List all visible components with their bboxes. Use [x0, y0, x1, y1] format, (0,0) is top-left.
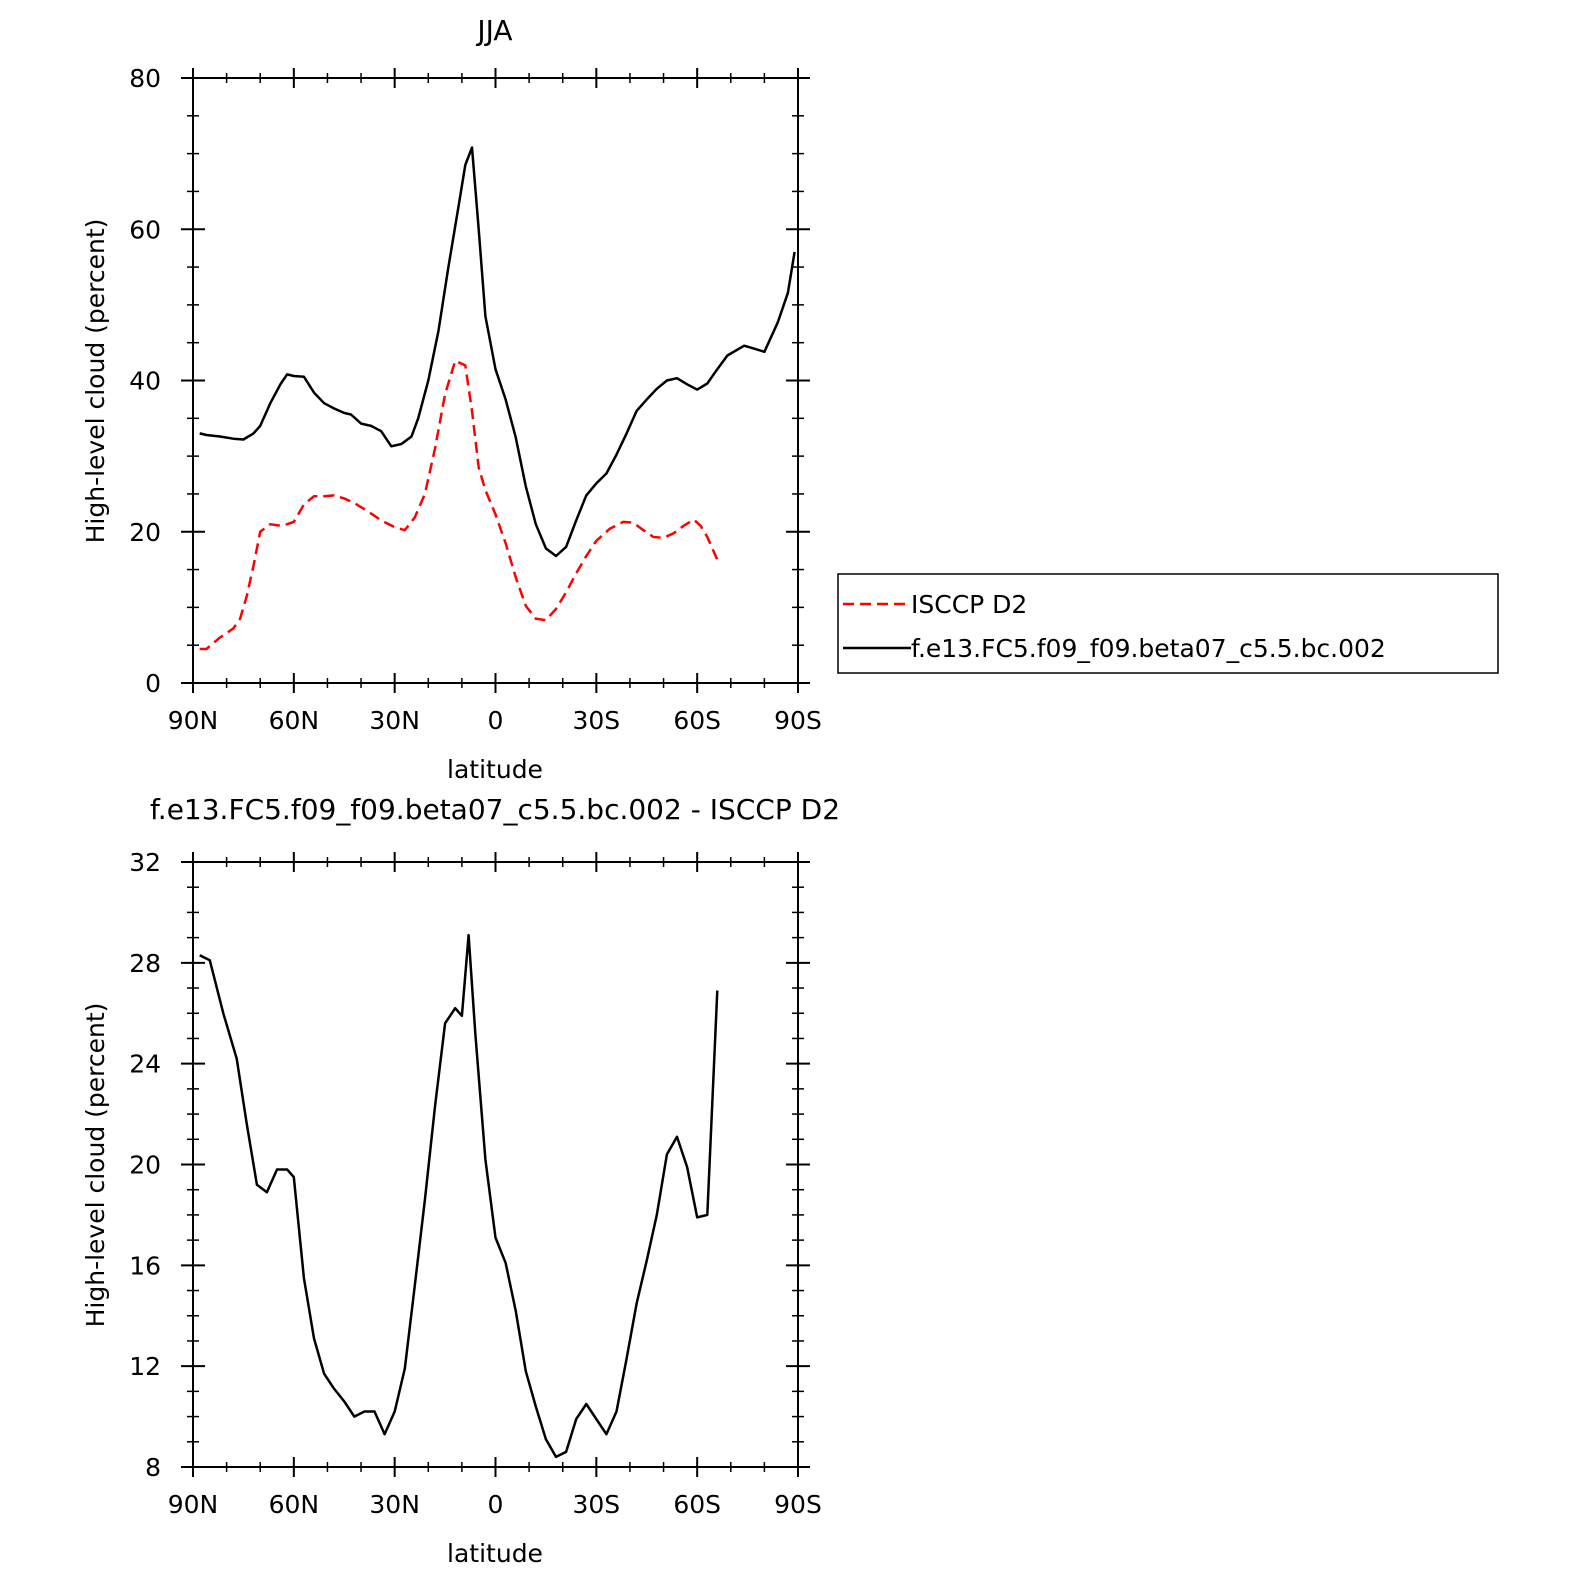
bottom-y-tick-label: 16 [129, 1251, 161, 1280]
legend-model-label: f.e13.FC5.f09_f09.beta07_c5.5.bc.002 [911, 634, 1386, 663]
bottom-x-tick-label: 90S [774, 1490, 822, 1519]
top-series-line-obs [199, 359, 719, 651]
bottom-x-tick-label: 60S [673, 1490, 721, 1519]
legend: ISCCP D2 f.e13.FC5.f09_f09.beta07_c5.5.b… [837, 573, 1499, 674]
bottom-y-tick-label: 32 [129, 848, 161, 877]
top-series-line-model [199, 146, 796, 558]
legend-obs-label: ISCCP D2 [911, 590, 1027, 619]
bottom-y-tick-label: 24 [129, 1050, 161, 1079]
bottom-y-tick-label: 20 [129, 1151, 161, 1180]
top-title: JJA [475, 14, 512, 47]
top-x-axis-label: latitude [447, 755, 543, 784]
top-x-tick-label: 0 [488, 706, 504, 735]
top-x-tick-label: 90N [168, 706, 219, 735]
bottom-x-axis-label: latitude [447, 1539, 543, 1568]
top-x-tick-label: 30S [572, 706, 620, 735]
bottom-x-tick-label: 30N [369, 1490, 420, 1519]
bottom-y-axis-label: High-level cloud (percent) [81, 1003, 110, 1328]
top-axis-ticks: 90N 60N 30N 0 30S 60S 90S 0 20 40 60 80 [129, 64, 822, 735]
top-y-tick-label: 60 [129, 215, 161, 244]
top-y-tick-label: 20 [129, 518, 161, 547]
bottom-series-line-model [199, 933, 719, 1459]
bottom-y-tick-label: 28 [129, 949, 161, 978]
bottom-y-tick-label: 8 [145, 1453, 161, 1482]
top-x-tick-label: 60S [673, 706, 721, 735]
top-y-tick-label: 40 [129, 367, 161, 396]
bottom-plot-frame [192, 861, 799, 1468]
bottom-x-tick-label: 0 [488, 1490, 504, 1519]
top-x-tick-label: 90S [774, 706, 822, 735]
top-x-tick-label: 60N [269, 706, 320, 735]
top-x-tick-label: 30N [369, 706, 420, 735]
bottom-x-tick-label: 90N [168, 1490, 219, 1519]
top-panel: JJA 90N 60N 30N 0 30S 60S 90S 0 20 40 60 80 latitud… [81, 14, 822, 784]
top-y-axis-label: High-level cloud (percent) [81, 219, 110, 544]
top-y-tick-label: 80 [129, 64, 161, 93]
top-y-tick-label: 0 [145, 669, 161, 698]
bottom-series-lines [199, 933, 719, 1459]
top-series-lines [199, 146, 796, 651]
legend-box [837, 573, 1499, 674]
bottom-title: f.e13.FC5.f09_f09.beta07_c5.5.bc.002 - I… [150, 793, 840, 826]
bottom-x-tick-label: 60N [269, 1490, 320, 1519]
bottom-axis-ticks: 90N 60N 30N 0 30S 60S 90S 8 12 16 20 24 28 32 [129, 848, 822, 1519]
bottom-x-tick-label: 30S [572, 1490, 620, 1519]
bottom-y-tick-label: 12 [129, 1352, 161, 1381]
bottom-panel: f.e13.FC5.f09_f09.beta07_c5.5.bc.002 - I… [81, 793, 840, 1568]
